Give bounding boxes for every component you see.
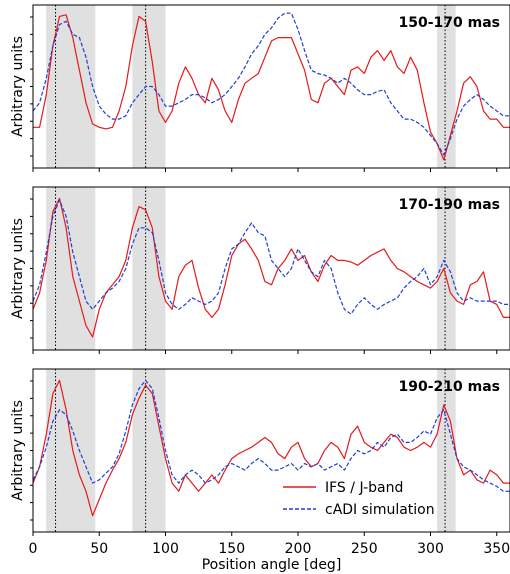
shaded-region [132,369,166,532]
panel-title: 170-190 mas [399,197,501,213]
panel-2: 170-190 mas Arbitrary units [10,186,510,354]
shaded-region [46,369,96,532]
shaded-region [132,5,166,168]
x-tick-label: 0 [29,541,38,557]
x-tick-label: 150 [218,541,245,557]
panel-title: 190-210 mas [399,379,501,395]
series-line-ifs-jband [33,14,510,161]
legend: IFS / J-band cADI simulation [283,480,435,518]
series-line-cadi-simulation [32,199,510,315]
panel-3: 0 50 100 150 200 250 300 350 190-210 mas Arbitrar… [10,368,510,557]
y-axis-label: Arbitrary units [10,400,26,501]
series-line-cadi-simulation [32,12,510,156]
shaded-region [46,187,96,350]
x-tick-label: 250 [351,541,378,557]
x-tick-label: 50 [90,541,108,557]
legend-label: cADI simulation [325,502,435,518]
y-axis-label: Arbitrary units [10,36,26,137]
x-tick-label: 200 [285,541,312,557]
x-tick-label: 350 [483,541,510,557]
legend-label: IFS / J-band [325,480,403,496]
panel-1: 150-170 mas Arbitrary units [10,4,510,172]
x-tick-label: 100 [152,541,179,557]
series-line-cadi-simulation [32,379,510,492]
x-axis-label: Position angle [deg] [202,557,342,573]
shaded-region [437,5,456,168]
series-line-ifs-jband [32,197,510,338]
panel-title: 150-170 mas [399,15,501,31]
shaded-region [437,369,456,532]
series-line-ifs-jband [32,379,510,517]
y-axis-label: Arbitrary units [10,218,26,319]
shaded-region [437,187,456,350]
x-tick-label: 300 [417,541,444,557]
